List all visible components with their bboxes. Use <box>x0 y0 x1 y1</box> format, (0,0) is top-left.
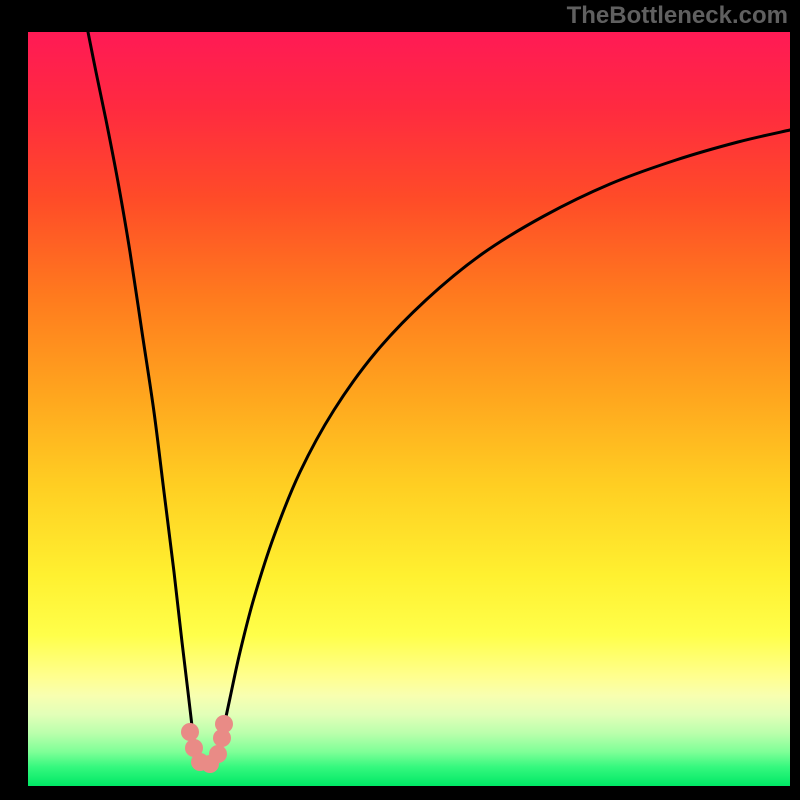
marker-dot <box>215 715 233 733</box>
curve-right <box>220 130 790 744</box>
curve-left <box>88 32 195 746</box>
marker-dot <box>181 723 199 741</box>
watermark-text: TheBottleneck.com <box>567 2 788 30</box>
chart-svg <box>28 32 790 786</box>
marker-dot <box>209 745 227 763</box>
plot-area <box>28 32 790 786</box>
